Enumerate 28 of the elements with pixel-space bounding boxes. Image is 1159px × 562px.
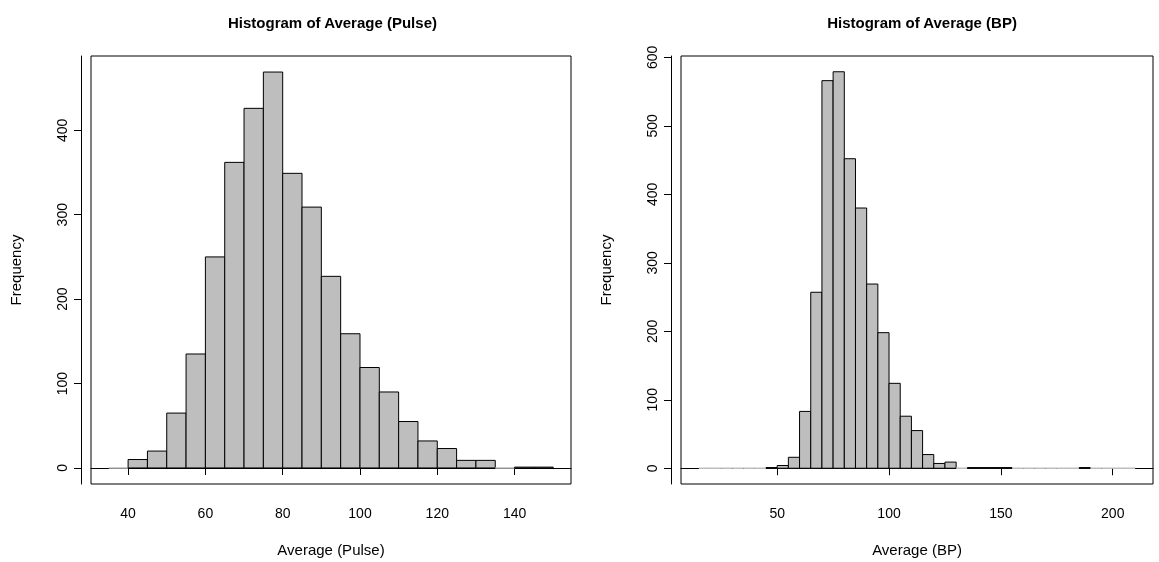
- y-tick-label: 100: [644, 387, 660, 412]
- chart-title: Histogram of Average (Pulse): [228, 14, 437, 31]
- y-tick-label: 100: [54, 371, 70, 396]
- x-axis-title: Average (Pulse): [277, 541, 385, 558]
- y-axis-title: Frequency: [7, 234, 24, 306]
- x-tick-label: 100: [877, 505, 901, 521]
- x-tick-label: 200: [1101, 505, 1125, 521]
- y-tick-label: 600: [644, 45, 660, 70]
- x-axis-title: Average (BP): [872, 541, 962, 558]
- y-tick-label: 300: [644, 250, 660, 275]
- x-tick-label: 100: [348, 505, 372, 521]
- x-tick-label: 150: [989, 505, 1013, 521]
- y-tick-label: 400: [54, 118, 70, 142]
- y-tick-label: 400: [644, 182, 660, 207]
- x-tick-label: 120: [425, 505, 450, 521]
- y-tick-label: 0: [644, 464, 660, 473]
- y-tick-label: 200: [644, 319, 660, 343]
- chart-title: Histogram of Average (BP): [827, 14, 1017, 31]
- y-axis-title: Frequency: [597, 234, 614, 306]
- x-tick-label: 140: [502, 505, 527, 521]
- y-tick-label: 500: [644, 113, 660, 138]
- x-tick-label: 60: [197, 505, 214, 521]
- y-tick-label: 200: [54, 287, 70, 311]
- y-tick-label: 0: [54, 463, 70, 472]
- x-tick-label: 50: [769, 505, 786, 521]
- y-tick-label: 300: [54, 202, 70, 227]
- x-tick-label: 40: [120, 505, 137, 521]
- x-tick-label: 80: [274, 505, 291, 521]
